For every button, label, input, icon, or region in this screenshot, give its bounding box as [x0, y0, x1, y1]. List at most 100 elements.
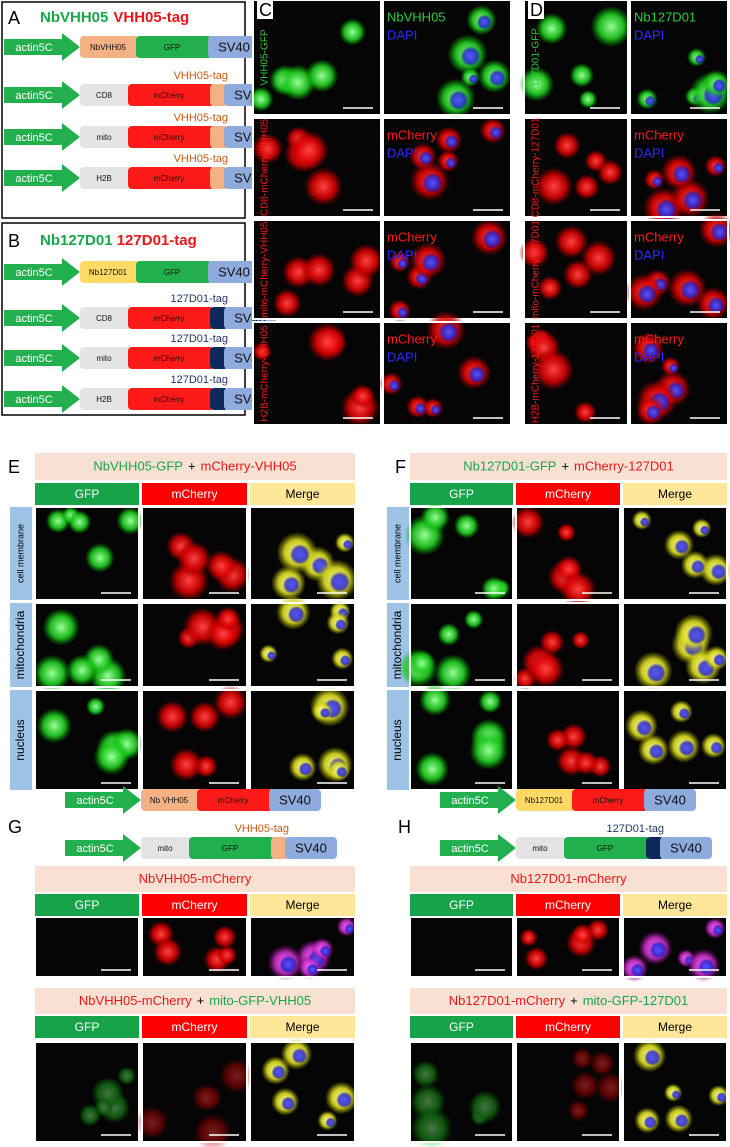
frame	[252, 321, 382, 426]
cell	[545, 728, 570, 752]
cell	[152, 936, 183, 967]
cell	[595, 1071, 627, 1104]
nucleus	[672, 165, 691, 184]
cell	[420, 502, 450, 532]
nucleus	[281, 1096, 296, 1111]
nucleus	[291, 1048, 308, 1064]
cell	[350, 383, 375, 409]
column-header	[516, 1016, 620, 1038]
frame	[252, 117, 382, 218]
cells	[271, 532, 358, 601]
part-box	[80, 126, 132, 148]
cell	[288, 130, 330, 171]
column-label: GFP	[449, 487, 474, 501]
frame	[622, 506, 728, 601]
frame	[515, 1041, 621, 1143]
cell	[527, 650, 565, 689]
tag-label: VHH05-tag	[235, 823, 289, 835]
column-header	[142, 894, 247, 916]
part-box	[141, 789, 201, 811]
part-label: SV40	[670, 840, 702, 855]
column-header	[35, 894, 139, 916]
cell	[478, 689, 502, 714]
cell	[573, 400, 597, 424]
part-box	[660, 837, 712, 859]
nucleus	[690, 559, 706, 574]
cells	[631, 332, 691, 426]
nucleus	[682, 190, 703, 211]
column-label: mCherry	[545, 898, 591, 912]
row-label: CD8-mCherry-VHH05	[260, 118, 271, 216]
cell	[169, 747, 204, 782]
part-box	[208, 36, 260, 58]
part-label: GFP	[164, 268, 180, 277]
experiment-title: Nb127D01-mCherry	[510, 871, 627, 886]
part-label: mito	[96, 354, 112, 363]
nucleus	[319, 945, 332, 957]
part-label: CD8	[96, 314, 113, 323]
cells	[404, 502, 511, 601]
part-box	[644, 789, 696, 811]
nucleus	[652, 176, 663, 187]
promoter-arrow	[4, 123, 80, 151]
frame	[34, 1041, 140, 1143]
part-label: SV40	[279, 792, 311, 807]
micrograph	[410, 917, 513, 977]
frame	[523, 321, 629, 426]
cells	[519, 918, 610, 971]
cell	[434, 654, 472, 692]
cells	[624, 700, 727, 766]
channel-label: DAPI	[387, 145, 417, 160]
cells	[177, 606, 245, 652]
frame	[409, 1041, 514, 1143]
cell	[252, 341, 273, 362]
cells	[631, 510, 730, 587]
channel-label: mCherry	[387, 127, 437, 142]
part-box	[269, 789, 321, 811]
cell	[535, 12, 568, 45]
panel-title: Nb127D01 127D01-tag	[40, 232, 197, 249]
cell	[67, 510, 92, 534]
channel-label: Nb127D01	[634, 9, 696, 24]
nucleus	[418, 151, 433, 166]
nucleus	[339, 655, 351, 667]
nucleus	[445, 157, 457, 169]
column-header	[250, 894, 355, 916]
experiment-title: NbVHH05-mCherry + mito-GFP-VHH05	[79, 993, 311, 1008]
cell	[590, 6, 632, 48]
part-box	[516, 837, 568, 859]
part-label: mCherry	[154, 354, 185, 363]
experiment-title: NbVHH05-mCherry	[139, 871, 252, 886]
cells	[147, 920, 238, 974]
nucleus	[319, 707, 331, 719]
cell	[511, 505, 545, 539]
cell	[524, 946, 549, 971]
cell	[571, 1047, 594, 1070]
nucleus	[325, 1117, 336, 1128]
column-header	[35, 1016, 139, 1038]
nucleus	[686, 625, 707, 645]
column-label: mCherry	[171, 1020, 217, 1034]
part-box	[128, 84, 214, 106]
nucleus	[397, 258, 409, 270]
nucleus	[306, 963, 319, 976]
nucleus	[460, 46, 481, 67]
cell	[85, 543, 115, 573]
nucleus	[289, 544, 311, 565]
frame	[252, 0, 382, 116]
nucleus	[674, 539, 690, 555]
part-label: SV40	[218, 39, 250, 54]
cell	[415, 752, 450, 786]
column-label: Merge	[285, 487, 319, 501]
column-header	[623, 894, 727, 916]
nucleus	[336, 1091, 353, 1109]
part-label: mCherry	[593, 796, 624, 805]
experiment-title-part: mito-GFP-VHH05	[209, 993, 311, 1008]
column-label: Merge	[658, 487, 692, 501]
nucleus	[468, 365, 486, 384]
cell	[218, 1057, 255, 1094]
promoter-label: actin5C	[15, 132, 52, 144]
cell	[33, 654, 71, 692]
column-header	[250, 1016, 355, 1038]
tag-box	[646, 837, 664, 859]
